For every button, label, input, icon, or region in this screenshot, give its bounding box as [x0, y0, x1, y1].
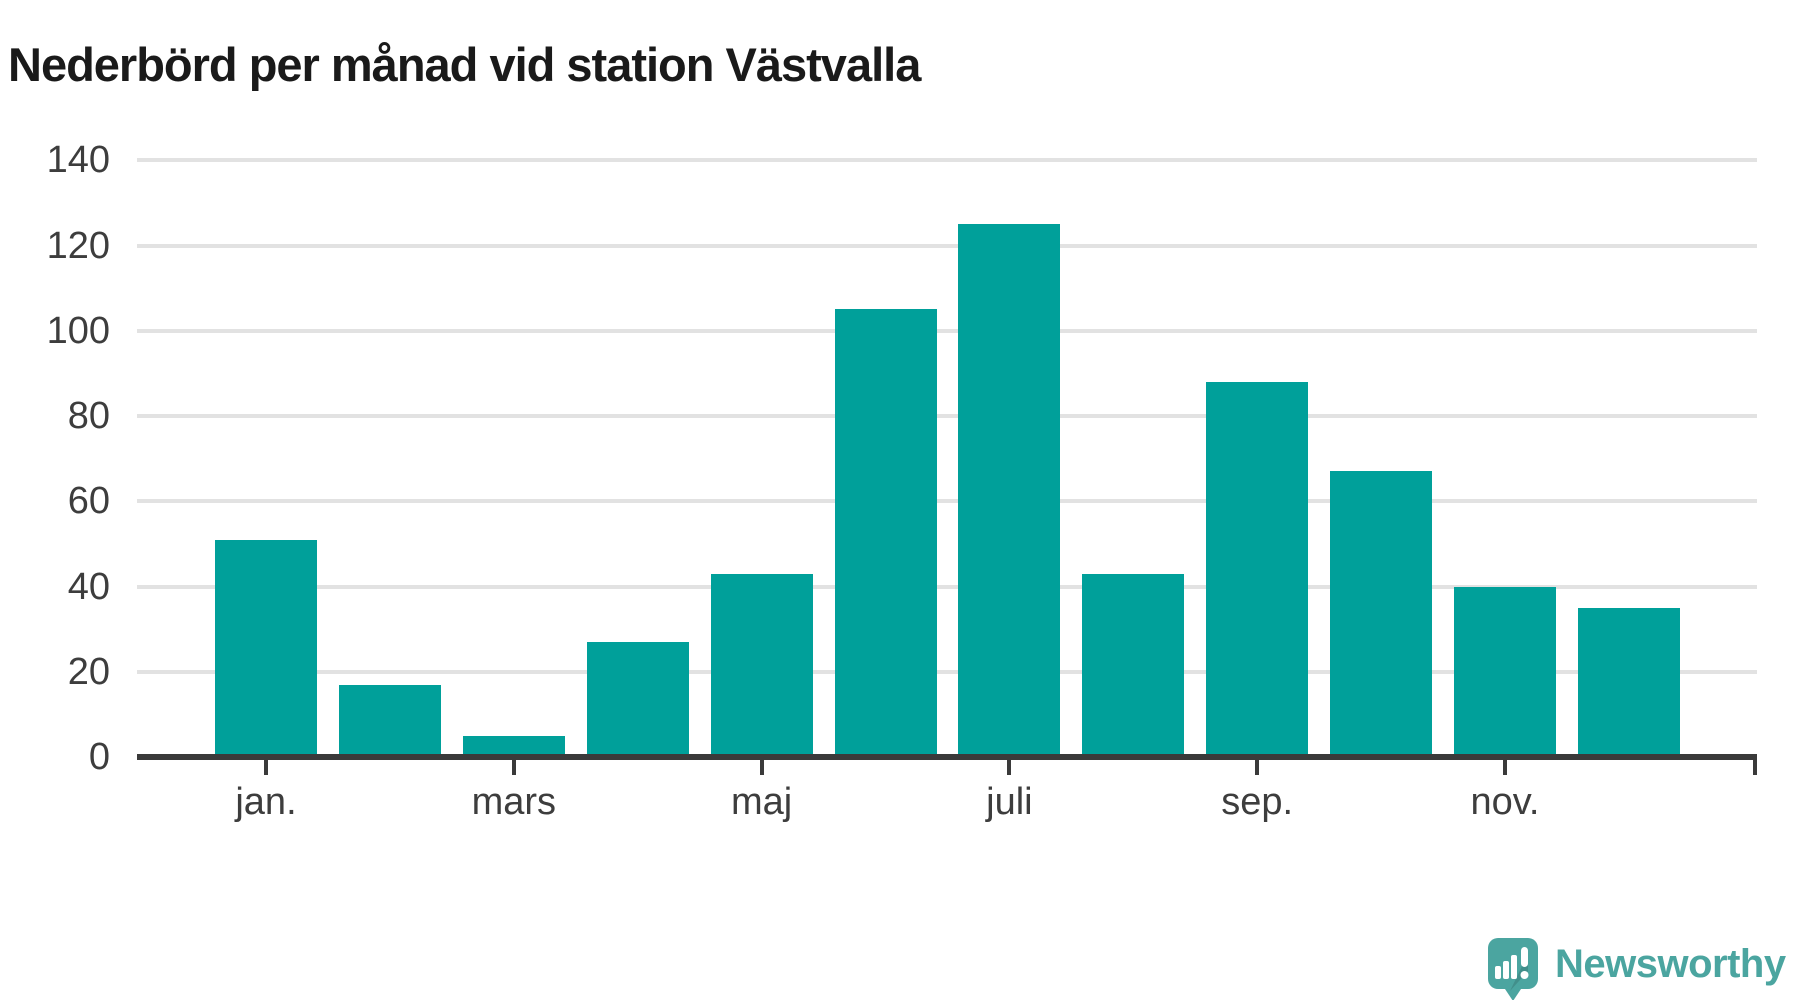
- x-axis-tick: [1007, 760, 1012, 775]
- y-axis-label: 0: [88, 736, 110, 778]
- bar: [338, 685, 441, 757]
- x-axis-tick: [511, 760, 516, 775]
- x-axis-end-tick: [1753, 760, 1757, 775]
- x-axis-line: [137, 754, 1757, 760]
- x-axis-tick: [1503, 760, 1507, 775]
- x-axis-label: jan.: [235, 781, 297, 823]
- bar: [1454, 587, 1556, 757]
- y-axis-label: 20: [67, 650, 110, 693]
- gridline: [137, 414, 1757, 419]
- bar: [215, 540, 317, 757]
- y-axis-label: 100: [46, 309, 110, 352]
- y-axis-label: 80: [67, 395, 110, 438]
- newsworthy-logo-text: Newsworthy: [1555, 942, 1786, 986]
- gridline: [137, 158, 1757, 163]
- y-axis-label: 60: [67, 480, 110, 523]
- gridline: [137, 499, 1757, 504]
- bar: [1206, 382, 1309, 757]
- x-axis-tick: [1255, 760, 1260, 775]
- x-axis-label: sep.: [1221, 781, 1294, 823]
- y-axis-label: 140: [46, 139, 110, 182]
- x-axis-label: juli: [986, 781, 1033, 823]
- gridline: [137, 328, 1757, 333]
- bar: [710, 574, 813, 757]
- gridline: [137, 584, 1757, 589]
- gridline: [137, 669, 1757, 674]
- x-axis-label: nov.: [1470, 781, 1540, 823]
- newsworthy-logo-icon: [1488, 938, 1538, 1000]
- bar: [958, 224, 1061, 757]
- bar: [1577, 608, 1680, 757]
- chart-title: Nederbörd per månad vid station Västvall…: [8, 38, 921, 92]
- newsworthy-logo: Newsworthy: [1488, 938, 1800, 1000]
- bar: [1082, 574, 1185, 757]
- gridline: [137, 243, 1757, 248]
- x-axis-tick: [264, 760, 268, 775]
- bar: [462, 736, 565, 757]
- x-axis-label: maj: [730, 781, 793, 823]
- y-axis-label: 40: [67, 565, 110, 608]
- bar: [586, 642, 689, 757]
- bar: [834, 309, 937, 757]
- y-axis-label: 120: [46, 224, 110, 267]
- bar: [1330, 471, 1433, 757]
- x-axis-tick: [759, 760, 764, 775]
- x-axis-label: mars: [471, 781, 557, 823]
